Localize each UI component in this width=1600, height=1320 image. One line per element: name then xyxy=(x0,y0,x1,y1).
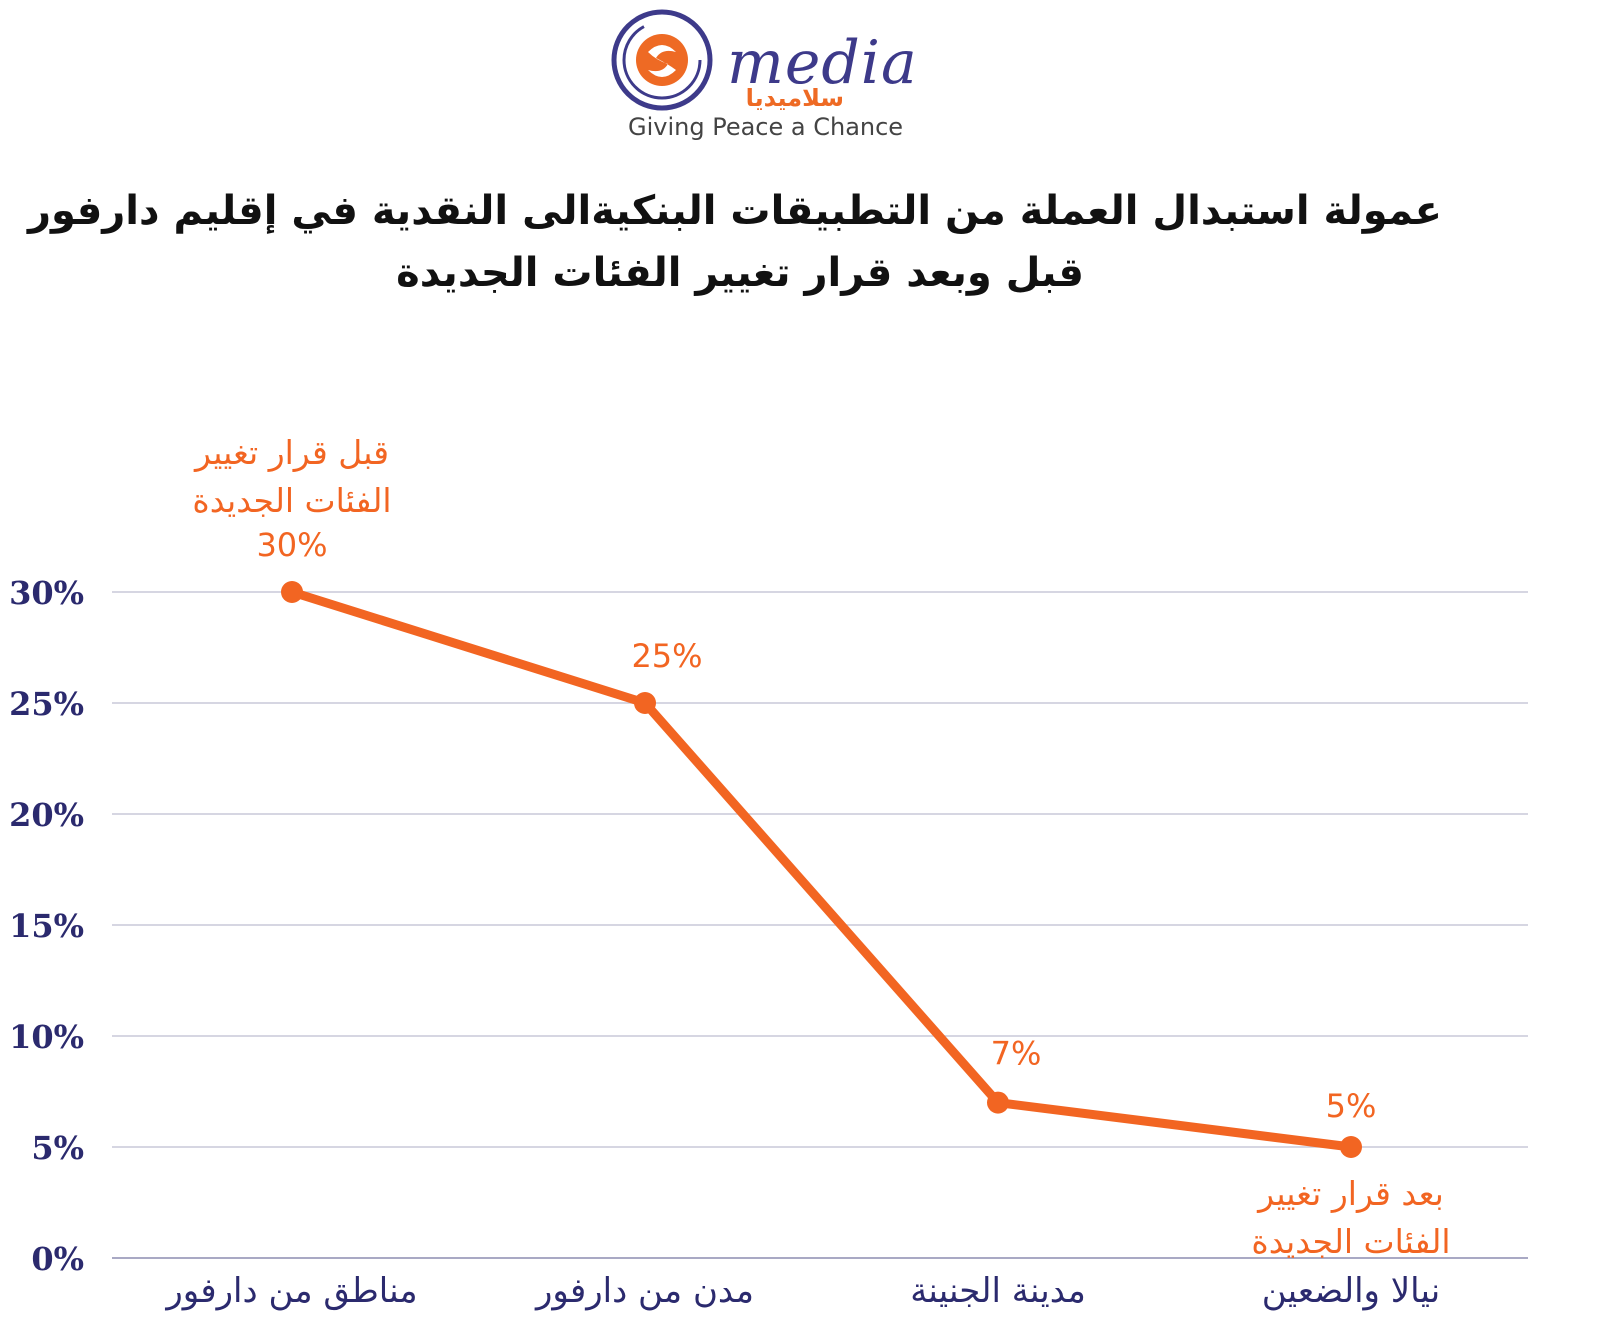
data-point xyxy=(281,581,303,603)
y-tick-label: 5% xyxy=(31,1129,84,1167)
swirl-logo-icon xyxy=(611,9,713,111)
data-label: 25% xyxy=(631,637,702,675)
data-point xyxy=(634,692,656,714)
logo-word: media xyxy=(727,28,918,98)
annotation-label: الفئات الجديدة xyxy=(192,481,391,520)
x-category-label: مناطق من دارفور xyxy=(164,1271,417,1311)
y-tick-label: 20% xyxy=(9,796,84,834)
y-tick-label: 10% xyxy=(9,1018,84,1056)
annotation-label: قبل قرار تغيير xyxy=(193,433,389,472)
data-point xyxy=(1340,1136,1362,1158)
x-category-label: مدن من دارفور xyxy=(534,1271,754,1311)
data-label: 5% xyxy=(1326,1087,1377,1125)
logo-arabic-name: سلاميديا xyxy=(745,84,844,112)
y-tick-label: 30% xyxy=(9,574,84,612)
annotation-label: بعد قرار تغيير xyxy=(1256,1174,1444,1213)
y-tick-label: 15% xyxy=(9,907,84,945)
data-point xyxy=(987,1091,1009,1114)
data-label: 7% xyxy=(991,1035,1042,1073)
y-tick-label: 0% xyxy=(31,1240,84,1278)
series-line xyxy=(287,587,1356,1152)
salamedia-logo xyxy=(611,9,713,111)
logo-tagline: Giving Peace a Chance xyxy=(628,113,904,141)
annotation-label: الفئات الجديدة xyxy=(1251,1222,1450,1261)
y-tick-label: 25% xyxy=(9,685,84,723)
x-category-label: نيالا والضعين xyxy=(1262,1271,1441,1311)
chart-title-line-1: عمولة استبدال العملة من التطبيقات البنكي… xyxy=(27,188,1443,234)
data-label: 30% xyxy=(256,526,327,564)
x-category-label: مدينة الجنينة xyxy=(910,1271,1086,1311)
chart-title-line-2: قبل وبعد قرار تغيير الفئات الجديدة xyxy=(396,250,1084,296)
